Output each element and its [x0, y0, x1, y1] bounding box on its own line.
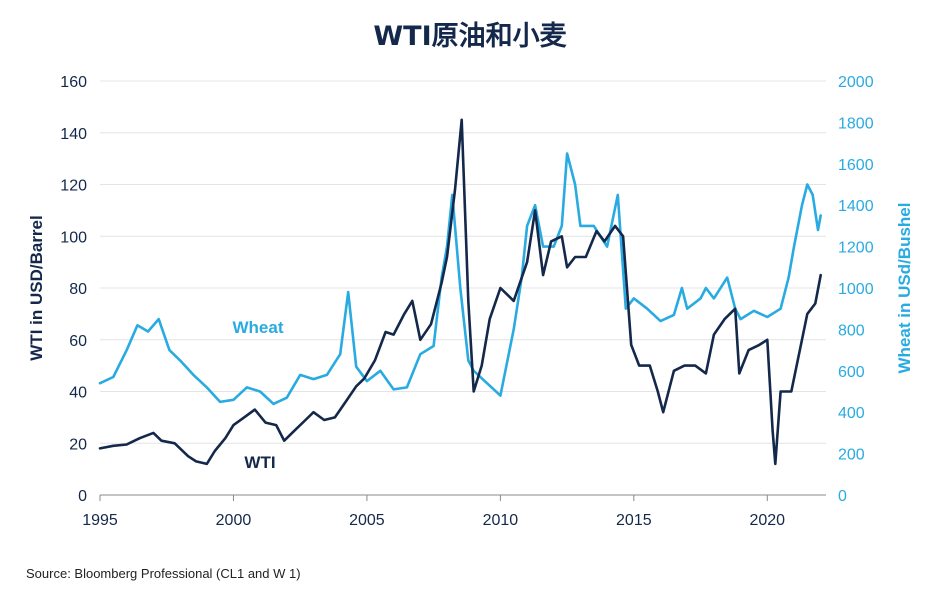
y-right-tick-label: 200: [838, 447, 865, 464]
y-left-tick-label: 100: [60, 229, 87, 246]
series-labels: Wheat WTI: [233, 318, 284, 472]
y-left-tick-label: 120: [60, 178, 87, 195]
chart-title: WTI原油和小麦: [373, 21, 567, 52]
x-tick-label: 2010: [483, 512, 519, 529]
x-tick-label: 2000: [216, 512, 252, 529]
y-right-tick-label: 1400: [838, 198, 874, 215]
y-right-tick-label: 1600: [838, 157, 874, 174]
series-line-wti: [98, 118, 823, 466]
series-lines: [98, 118, 823, 466]
y-right-tick-label: 600: [838, 364, 865, 381]
y-left-tick-label: 80: [69, 281, 87, 298]
y-right-tick-label: 1000: [838, 281, 874, 298]
x-tick-label: 2020: [749, 512, 785, 529]
y-left-tick-label: 0: [78, 488, 87, 505]
y-right-axis-title: Wheat in USd/Bushel: [895, 203, 914, 374]
y-right-tick-label: 0: [838, 488, 847, 505]
source-note: Source: Bloomberg Professional (CL1 and …: [26, 566, 301, 581]
x-tick-label: 2015: [616, 512, 652, 529]
y-right-tick-label: 1200: [838, 240, 874, 257]
y-left-tick-label: 60: [69, 333, 87, 350]
y-left-tick-label: 160: [60, 74, 87, 91]
y-left-tick-label: 40: [69, 385, 87, 402]
x-tick-label: 1995: [82, 512, 118, 529]
y-left-tick-label: 20: [69, 436, 87, 453]
y-right-tick-label: 2000: [838, 74, 874, 91]
x-tick-label: 2005: [349, 512, 385, 529]
y-left-tick-label: 140: [60, 126, 87, 143]
axes: 0204060801001201401600200400600800100012…: [27, 74, 914, 529]
series-line-wheat: [98, 152, 823, 406]
y-right-tick-label: 400: [838, 405, 865, 422]
series-label-wti: WTI: [244, 453, 275, 472]
chart-plot: 0204060801001201401600200400600800100012…: [27, 74, 914, 529]
y-right-tick-label: 800: [838, 322, 865, 339]
y-left-axis-title: WTI in USD/Barrel: [27, 215, 46, 360]
y-right-tick-label: 1800: [838, 115, 874, 132]
series-label-wheat: Wheat: [233, 318, 284, 337]
